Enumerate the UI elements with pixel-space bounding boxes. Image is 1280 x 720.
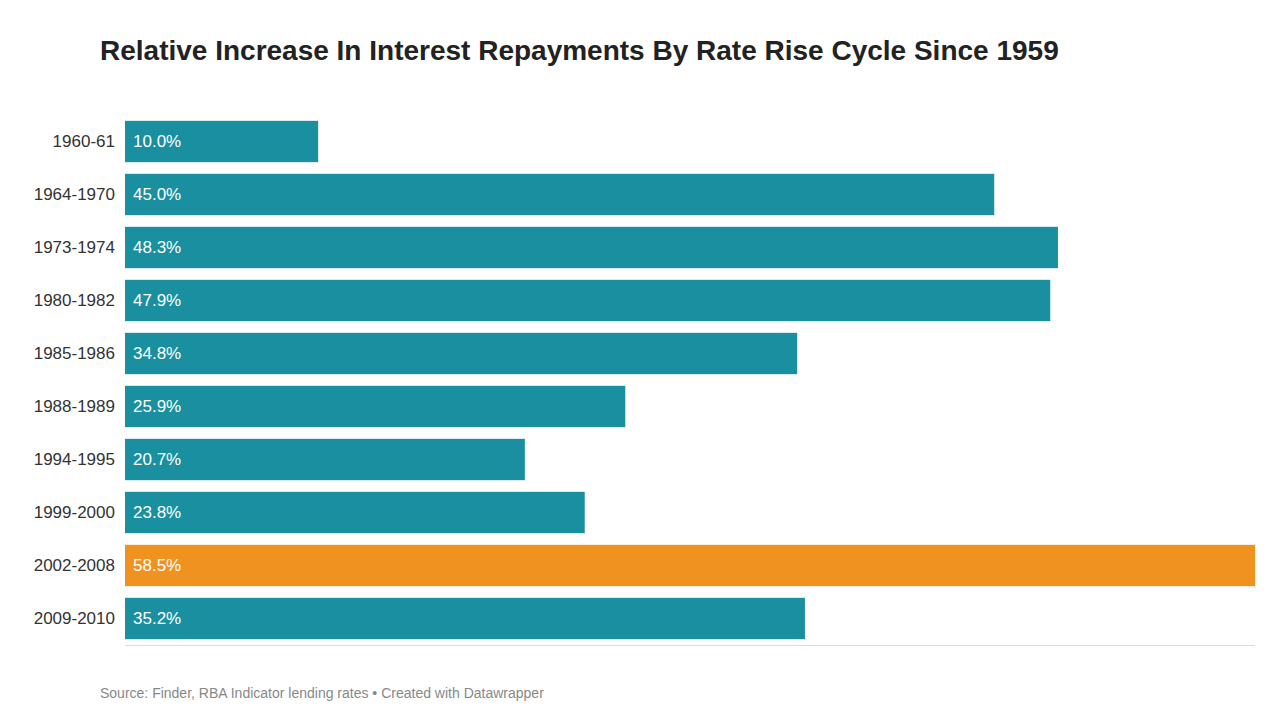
source-note: Source: Finder, RBA Indicator lending ra… (100, 685, 544, 701)
bar (125, 386, 625, 427)
y-tick-label: 1988-1989 (34, 397, 115, 416)
bar (125, 121, 318, 162)
y-tick-label: 1960-61 (53, 132, 115, 151)
bar (125, 333, 797, 374)
data-label: 45.0% (133, 185, 181, 204)
data-label: 20.7% (133, 450, 181, 469)
y-tick-label: 2009-2010 (34, 609, 115, 628)
y-tick-labels: 1960-61 1964-1970 1973-1974 1980-1982 1985-1… (34, 132, 115, 628)
y-tick-label: 1994-1995 (34, 450, 115, 469)
y-tick-label: 1985-1986 (34, 344, 115, 363)
y-tick-label: 1999-2000 (34, 503, 115, 522)
bar (125, 174, 994, 215)
bars (125, 121, 1255, 639)
bar (125, 280, 1050, 321)
y-tick-label: 1964-1970 (34, 185, 115, 204)
bar (125, 598, 805, 639)
data-label: 10.0% (133, 132, 181, 151)
chart: Relative Increase In Interest Repayments… (0, 0, 1280, 720)
title: Relative Increase In Interest Repayments… (100, 35, 1059, 66)
bar (125, 545, 1255, 586)
data-labels: 10.0% 45.0% 48.3% 47.9% 34.8% 25.9% 20.7% 23.8%… (133, 132, 181, 628)
data-label: 25.9% (133, 397, 181, 416)
y-tick-label: 1973-1974 (34, 238, 115, 257)
data-label: 34.8% (133, 344, 181, 363)
data-label: 58.5% (133, 556, 181, 575)
data-label: 48.3% (133, 238, 181, 257)
y-tick-label: 2002-2008 (34, 556, 115, 575)
y-tick-label: 1980-1982 (34, 291, 115, 310)
data-label: 23.8% (133, 503, 181, 522)
bar (125, 227, 1058, 268)
bar (125, 439, 525, 480)
bar (125, 492, 585, 533)
data-label: 47.9% (133, 291, 181, 310)
x-axis-line (125, 645, 1255, 646)
data-label: 35.2% (133, 609, 181, 628)
